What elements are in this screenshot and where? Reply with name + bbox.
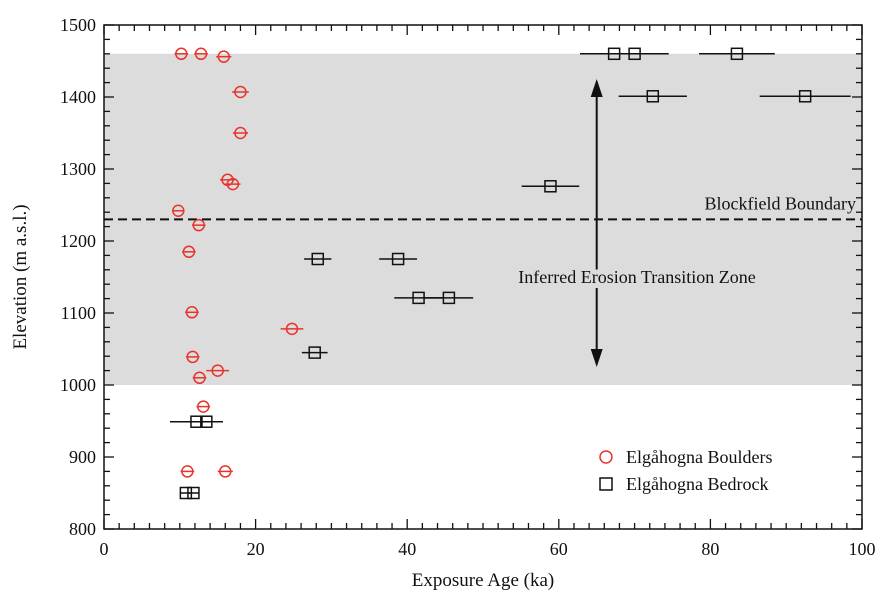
- boulder-point: [181, 465, 194, 478]
- legend-circle: [599, 450, 613, 464]
- boulder-point: [197, 400, 210, 413]
- legend-label-bedrock: Elgåhogna Bedrock: [626, 474, 768, 494]
- boulder-point: [186, 350, 199, 364]
- y-axis-label: Elevation (m a.s.l.): [10, 204, 31, 349]
- boulder-point: [226, 177, 240, 191]
- x-axis-label: Exposure Age (ka): [412, 570, 554, 591]
- boulder-point: [193, 371, 206, 385]
- boulder-point: [234, 85, 247, 99]
- legend-marker-bedrock: [599, 477, 613, 491]
- tick-labels: 0 20 40 60 80 100 800 900 1000 1100 1200 1300 1400 15…: [60, 15, 876, 559]
- boulder-point: [211, 364, 224, 377]
- boulder-point: [172, 204, 185, 218]
- bedrock-point: [798, 90, 812, 103]
- arrow-head-down: [590, 349, 603, 367]
- x-tick-label: 60: [550, 539, 568, 559]
- y-tick-label: 1100: [61, 303, 96, 323]
- bedrock-point: [442, 291, 456, 305]
- boulder-point: [192, 218, 205, 232]
- blockfield-boundary-label: Blockfield Boundary: [705, 193, 856, 213]
- bedrock-point: [187, 486, 200, 500]
- boulder-point: [182, 245, 196, 259]
- bedrock-point: [200, 415, 213, 428]
- data-points: [169, 47, 851, 500]
- boulder-point: [285, 322, 299, 336]
- y-tick-label: 1200: [60, 231, 96, 251]
- y-tick-label: 1000: [60, 375, 96, 395]
- boulder-point: [175, 47, 188, 61]
- transition-zone-arrow: [590, 79, 603, 367]
- boulder-point: [185, 306, 199, 319]
- bedrock-point: [628, 47, 641, 61]
- legend: Elgåhogna Boulders Elgåhogna Bedrock: [599, 447, 772, 494]
- boulder-point: [234, 126, 247, 140]
- boulder-point: [217, 50, 231, 63]
- bedrock-point: [308, 346, 321, 359]
- x-tick-label: 80: [701, 539, 719, 559]
- x-tick-label: 20: [247, 539, 265, 559]
- bedrock-point: [412, 291, 425, 305]
- y-tick-label: 1400: [60, 87, 96, 107]
- y-tick-label: 900: [69, 447, 96, 467]
- legend-square: [599, 477, 613, 491]
- y-tick-label: 800: [69, 519, 96, 539]
- boulder-point: [194, 47, 208, 61]
- legend-marker-boulders: [599, 450, 613, 464]
- transition-zone-label: Inferred Erosion Transition Zone: [518, 267, 755, 287]
- bedrock-point: [730, 47, 744, 61]
- x-tick-label: 0: [100, 539, 109, 559]
- bedrock-point: [391, 252, 405, 266]
- y-tick-label: 1500: [60, 15, 96, 35]
- plot-frame: [103, 24, 863, 530]
- bedrock-point: [544, 180, 557, 193]
- legend-label-boulders: Elgåhogna Boulders: [626, 447, 772, 467]
- y-tick-label: 1300: [60, 159, 96, 179]
- arrow-head-up: [590, 79, 603, 97]
- x-tick-label: 100: [849, 539, 876, 559]
- bedrock-point: [311, 252, 325, 266]
- boulder-point: [219, 465, 232, 478]
- x-tick-label: 40: [398, 539, 416, 559]
- bedrock-point: [646, 90, 660, 103]
